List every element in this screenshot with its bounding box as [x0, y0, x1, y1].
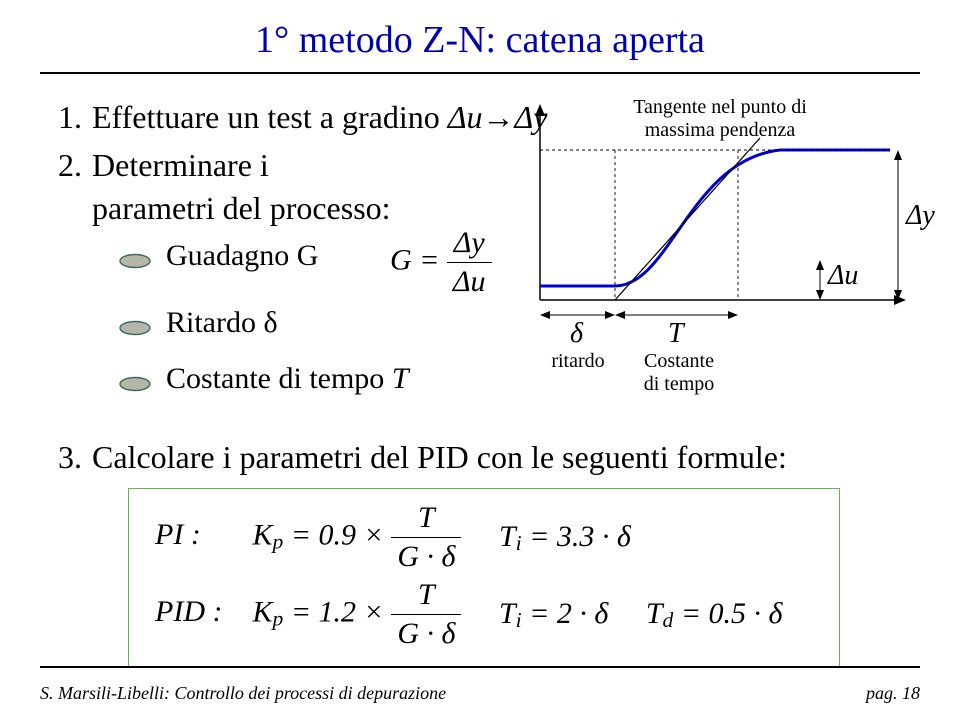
- footer-page: pag. 18: [866, 683, 920, 704]
- delta-symbol: δ: [570, 318, 583, 350]
- list-item-2: 2.Determinare i parametri del processo: …: [58, 144, 409, 401]
- delta-u-label: Δu: [828, 260, 858, 292]
- footer: S. Marsili-Libelli: Controllo dei proces…: [40, 683, 920, 704]
- gain-equation: G = Δy Δu: [390, 226, 492, 299]
- ritardo-label: ritardo: [538, 350, 618, 373]
- formula-box: PI : Kp = 0.9 × T G · δ Ti = 3.3 · δ PID…: [128, 488, 840, 668]
- bullet-icon: [118, 305, 166, 346]
- list-item-1: 1.Effettuare un test a gradino Δu→Δy: [58, 96, 547, 139]
- list-item-3: 3.Calcolare i parametri del PID con le s…: [58, 436, 787, 479]
- costante-label: Costante di tempo: [634, 350, 724, 396]
- chart-caption: Tangente nel punto di massima pendenza: [610, 96, 830, 142]
- page-title: 1° metodo Z-N: catena aperta: [0, 18, 960, 62]
- delta-y-label: Δy: [906, 200, 935, 232]
- formula-pi: PI : Kp = 0.9 × T G · δ Ti = 3.3 · δ: [155, 501, 813, 574]
- step-response-chart: Tangente nel punto di massima pendenza Δ…: [520, 100, 915, 348]
- t-symbol: T: [668, 318, 684, 350]
- footer-left: S. Marsili-Libelli: Controllo dei proces…: [40, 683, 446, 703]
- divider-top: [40, 72, 920, 74]
- formula-pid: PID : Kp = 1.2 × T G · δ Ti = 2 · δ Td =…: [155, 578, 813, 651]
- bullet-icon: [118, 238, 166, 279]
- divider-bottom: [40, 666, 920, 668]
- bullet-icon: [118, 361, 166, 402]
